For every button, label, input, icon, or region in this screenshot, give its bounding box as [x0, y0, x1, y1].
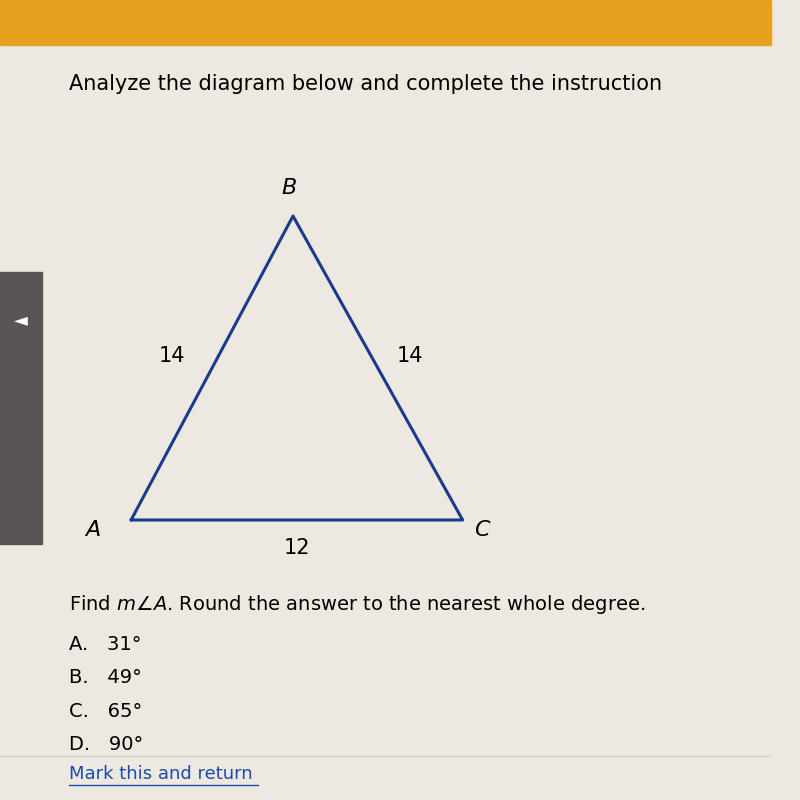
Text: A: A — [85, 520, 100, 539]
Text: D.   90°: D. 90° — [70, 735, 144, 754]
Text: 4: 4 — [239, 15, 248, 30]
Text: 5: 5 — [315, 15, 324, 30]
Bar — [0, 272, 42, 544]
Text: 10: 10 — [688, 15, 706, 30]
Text: 14: 14 — [397, 346, 424, 366]
Text: 12: 12 — [284, 538, 310, 558]
Text: C.   65°: C. 65° — [70, 702, 142, 721]
Text: Mark this and return: Mark this and return — [70, 766, 253, 783]
Text: C: C — [474, 520, 490, 539]
Text: 2: 2 — [88, 15, 97, 30]
Text: B: B — [282, 178, 297, 198]
Text: 3: 3 — [164, 15, 173, 30]
Text: ◄: ◄ — [14, 311, 28, 329]
Text: A.   31°: A. 31° — [70, 634, 142, 654]
Text: 14: 14 — [158, 346, 185, 366]
Text: 7: 7 — [466, 15, 474, 30]
Text: Find $m\angle A$. Round the answer to the nearest whole degree.: Find $m\angle A$. Round the answer to th… — [70, 593, 646, 615]
Bar — [0, 0, 771, 45]
Text: 6: 6 — [390, 15, 399, 30]
Text: 9: 9 — [617, 15, 626, 30]
Text: Analyze the diagram below and complete the instruction: Analyze the diagram below and complete t… — [70, 74, 662, 94]
Text: B.   49°: B. 49° — [70, 668, 142, 687]
Text: 8: 8 — [542, 15, 550, 30]
